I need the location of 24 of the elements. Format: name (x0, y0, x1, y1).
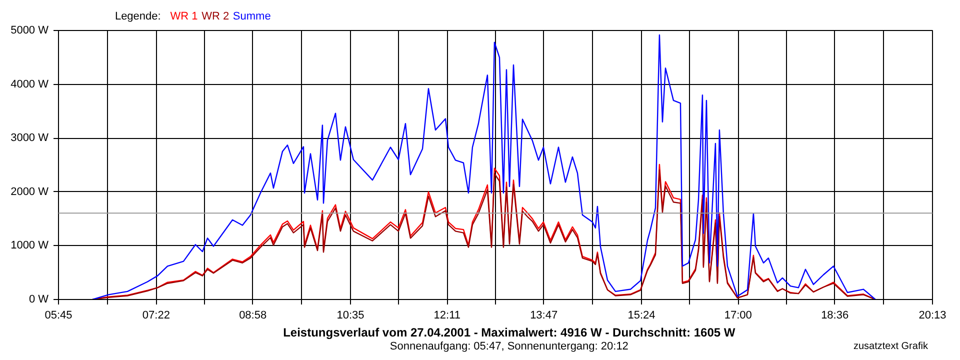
x-tick-label: 17:00 (724, 310, 752, 322)
x-tick-label: 15:24 (628, 310, 656, 322)
y-tick-label: 2000 W (10, 186, 50, 198)
legend-title: Legende: (114, 10, 161, 22)
y-tick-label: 0 W (28, 294, 50, 306)
text: WR 1 (170, 10, 198, 22)
x-tick-label: 08:58 (239, 310, 267, 322)
text: Sonnenaufgang: 05:47, Sonnenuntergang: 20:12 (390, 340, 628, 352)
x-tick-label: 10:35 (336, 310, 364, 322)
x-tick-label: 12:11 (434, 310, 461, 322)
text: Summe (232, 10, 271, 22)
y-tick-label: 4000 W (10, 78, 50, 90)
x-tick-label: 05:45 (44, 310, 72, 322)
x-tick-label: 20:13 (918, 310, 946, 322)
line-series (92, 34, 876, 300)
text: Leistungsverlauf vom 27.04.2001 - Maximalwert: 4916 W - Durchschnitt: 1605 W (283, 326, 736, 340)
text: zusatztext Grafik (853, 341, 929, 352)
text: WR 2 (202, 10, 230, 22)
y-tick-label: 5000 W (10, 24, 50, 36)
x-tick-label: 18:36 (821, 310, 849, 322)
y-tick-label: 1000 W (10, 240, 50, 252)
x-tick-label: 07:22 (142, 310, 170, 322)
y-tick-label: 3000 W (10, 132, 50, 144)
x-tick-label: 13:47 (530, 310, 558, 322)
